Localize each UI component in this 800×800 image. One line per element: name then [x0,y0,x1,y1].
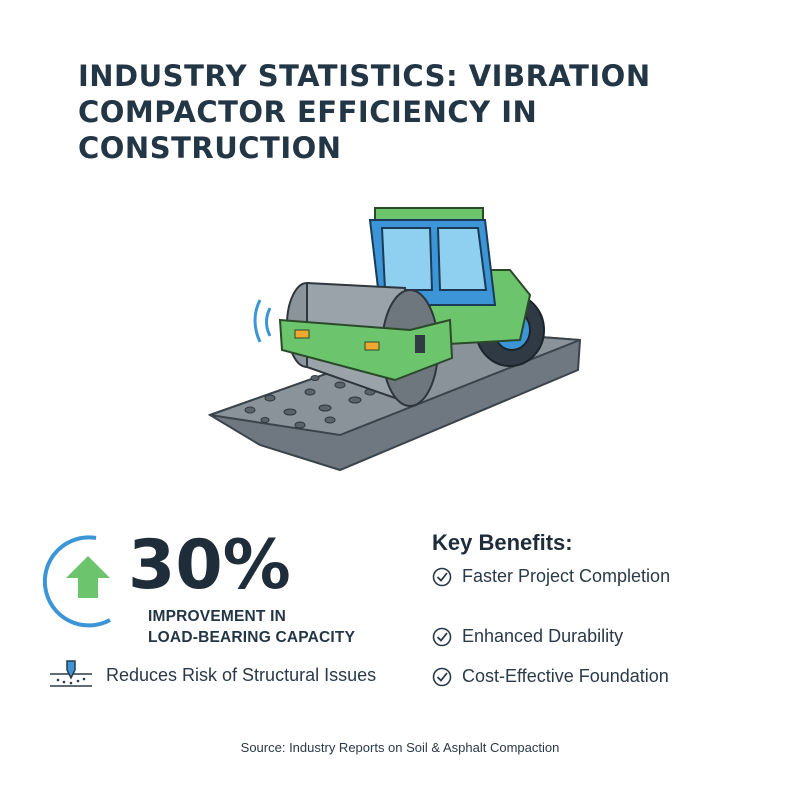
source-note: Source: Industry Reports on Soil & Aspha… [240,740,560,755]
benefit-item: Enhanced Durability [432,626,623,647]
risk-text: Reduces Risk of Structural Issues [106,664,377,685]
vibration-wave [253,299,262,343]
stat-desc-line-2: LOAD-BEARING CAPACITY [148,629,356,646]
stat-value: 30% [128,526,291,605]
benefits-title: Key Benefits: [432,530,573,555]
stat-ring [36,528,126,628]
benefit-label: Enhanced Durability [462,626,624,646]
progress-arc [42,535,111,628]
compactor-illustration [190,180,610,480]
check-circle-icon [432,567,452,586]
key-benefits: Key Benefits: Faster Project Completion … [432,530,670,686]
check-circle-icon [432,627,452,646]
title-line-2: COMPACTOR EFFICIENCY IN [78,95,538,129]
gravel [244,375,376,429]
benefit-label: Cost-Effective Foundation [462,666,669,686]
up-arrow-icon [66,556,110,598]
foundation-pile-icon [50,660,92,687]
risk-note: Reduces Risk of Structural Issues [48,660,376,690]
check-circle-icon [432,667,452,686]
page-title: INDUSTRY STATISTICS: VIBRATION COMPACTOR… [78,58,678,166]
benefit-item: Cost-Effective Foundation [432,666,669,687]
stat-desc-line-1: IMPROVEMENT IN [148,608,287,625]
title-line-1: INDUSTRY STATISTICS: VIBRATION [78,59,651,93]
title-line-3: CONSTRUCTION [78,131,342,165]
cab-roof [374,207,484,221]
benefit-item: Faster Project Completion [432,566,670,587]
benefit-label: Faster Project Completion [462,566,671,586]
stat-description: IMPROVEMENT IN LOAD-BEARING CAPACITY [148,606,355,648]
